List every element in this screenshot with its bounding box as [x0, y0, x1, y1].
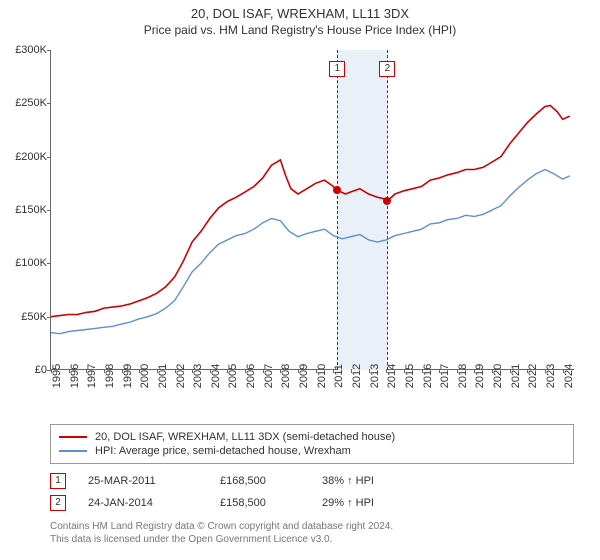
footer-line: This data is licensed under the Open Gov… — [50, 533, 574, 546]
legend-label: 20, DOL ISAF, WREXHAM, LL11 3DX (semi-de… — [95, 431, 395, 443]
marker-badge-1: 1 — [329, 61, 345, 77]
chart-svg — [51, 50, 575, 370]
event-row: 1 25-MAR-2011 £168,500 38% ↑ HPI — [50, 470, 574, 492]
event-badge: 2 — [50, 495, 66, 511]
series-line-property — [51, 106, 570, 317]
marker-badge-2: 2 — [379, 61, 395, 77]
y-tick-label: £200K — [5, 151, 47, 163]
footer: Contains HM Land Registry data © Crown c… — [50, 520, 574, 546]
event-diff: 29% ↑ HPI — [322, 497, 432, 509]
event-date: 25-MAR-2011 — [88, 475, 198, 487]
x-tick-label: 2024 — [563, 364, 600, 388]
series-line-hpi — [51, 170, 570, 334]
legend: 20, DOL ISAF, WREXHAM, LL11 3DX (semi-de… — [50, 424, 574, 464]
y-tick-label: £150K — [5, 204, 47, 216]
chart-area: 1 2 £0£50K£100K£150K£200K£250K£300K19951… — [50, 50, 574, 370]
marker-dot-2 — [383, 197, 391, 205]
plot-region: 1 2 £0£50K£100K£150K£200K£250K£300K19951… — [50, 50, 574, 370]
event-diff: 38% ↑ HPI — [322, 475, 432, 487]
chart-title: 20, DOL ISAF, WREXHAM, LL11 3DX — [0, 0, 600, 21]
event-price: £158,500 — [220, 497, 300, 509]
marker-dot-1 — [333, 186, 341, 194]
y-tick-mark — [47, 317, 51, 318]
events-table: 1 25-MAR-2011 £168,500 38% ↑ HPI 2 24-JA… — [50, 470, 574, 514]
y-tick-label: £0 — [5, 364, 47, 376]
event-row: 2 24-JAN-2014 £158,500 29% ↑ HPI — [50, 492, 574, 514]
event-badge: 1 — [50, 473, 66, 489]
event-date: 24-JAN-2014 — [88, 497, 198, 509]
y-tick-mark — [47, 210, 51, 211]
y-tick-label: £100K — [5, 257, 47, 269]
chart-subtitle: Price paid vs. HM Land Registry's House … — [0, 21, 600, 41]
legend-swatch-2 — [59, 450, 87, 452]
y-tick-label: £250K — [5, 97, 47, 109]
legend-item: 20, DOL ISAF, WREXHAM, LL11 3DX (semi-de… — [59, 430, 565, 444]
legend-item: HPI: Average price, semi-detached house,… — [59, 444, 565, 458]
footer-line: Contains HM Land Registry data © Crown c… — [50, 520, 574, 533]
y-tick-mark — [47, 50, 51, 51]
event-price: £168,500 — [220, 475, 300, 487]
legend-swatch-1 — [59, 436, 87, 438]
y-tick-mark — [47, 103, 51, 104]
y-tick-label: £300K — [5, 44, 47, 56]
y-tick-mark — [47, 157, 51, 158]
legend-label: HPI: Average price, semi-detached house,… — [95, 445, 351, 457]
y-tick-mark — [47, 263, 51, 264]
y-tick-label: £50K — [5, 311, 47, 323]
